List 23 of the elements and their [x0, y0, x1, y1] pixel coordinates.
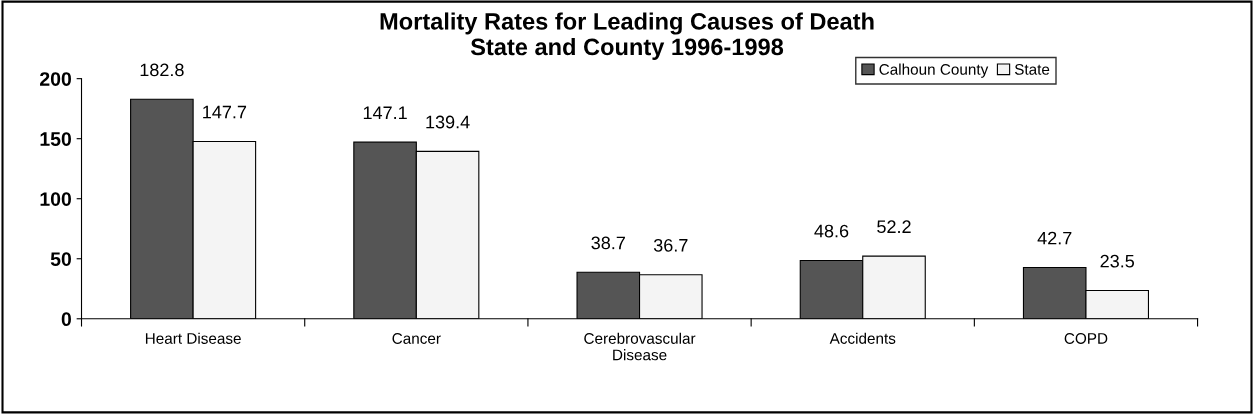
- data-label: 147.7: [203, 105, 247, 119]
- data-label: 52.2: [877, 220, 911, 234]
- legend-label: State: [1014, 64, 1050, 75]
- data-label: 23.5: [1100, 254, 1135, 268]
- data-label: 147.1: [363, 106, 407, 119]
- legend-label: Calhoun County: [879, 63, 989, 78]
- x-tick-label: COPD: [1064, 333, 1108, 344]
- x-tick-label: Heart Disease: [145, 332, 241, 344]
- x-tick-label: Accidents: [829, 332, 896, 344]
- y-tick-label: 100: [40, 192, 71, 206]
- data-label: 42.7: [1037, 231, 1072, 245]
- y-tick-label: 0: [61, 312, 71, 327]
- data-label: 48.6: [814, 224, 849, 238]
- y-tick-label: 200: [40, 72, 71, 86]
- chart-title: Mortality Rates for Leading Causes of Death State and County 1996-1998: [380, 12, 874, 60]
- y-tick-label: 50: [50, 252, 71, 266]
- data-label: 139.4: [426, 115, 470, 129]
- data-label: 182.8: [140, 63, 184, 77]
- data-label: 36.7: [653, 238, 688, 252]
- x-tick-label: Cancer: [392, 333, 441, 344]
- data-label: 38.7: [591, 236, 625, 250]
- x-tick-label: Cerebrovascular Disease: [584, 332, 696, 361]
- y-tick-label: 150: [40, 132, 71, 146]
